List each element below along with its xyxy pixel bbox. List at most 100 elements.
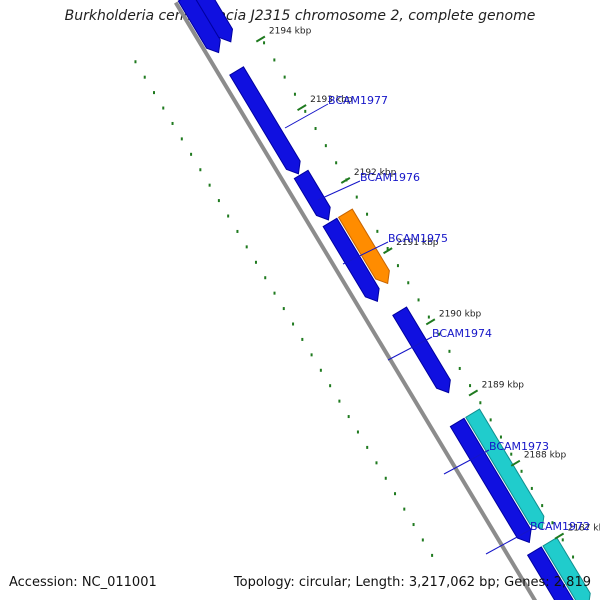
- inner-dot: [338, 399, 341, 403]
- outer-dot: [324, 144, 327, 148]
- kbp-tick: [468, 389, 479, 397]
- gene-label: BCAM1974: [432, 327, 492, 340]
- inner-dot: [199, 168, 202, 172]
- inner-dot: [153, 91, 155, 95]
- kbp-tick: [297, 104, 307, 112]
- gene-arrow: [177, 0, 221, 54]
- inner-dot: [190, 152, 193, 156]
- gene-arrow: [392, 306, 451, 394]
- gene-leader-line: [387, 336, 433, 361]
- outer-dot: [366, 212, 369, 216]
- inner-dot: [245, 245, 248, 249]
- outer-dot: [263, 41, 266, 45]
- genome-summary: Topology: circular; Length: 3,217,062 bp…: [233, 575, 591, 590]
- inner-dot: [329, 384, 332, 388]
- gene-arrow: [195, 0, 234, 43]
- outer-tick-dots: [263, 41, 575, 559]
- kbp-tick: [383, 247, 393, 255]
- gene-arrow: [465, 408, 545, 530]
- outer-dot: [510, 452, 513, 456]
- outer-dot: [407, 281, 410, 285]
- kbp-tick-label: 2194 kbp: [269, 26, 312, 36]
- gene-leader-line: [485, 529, 531, 555]
- inner-dot: [254, 260, 257, 264]
- inner-dot: [421, 538, 424, 542]
- outer-dot: [417, 298, 420, 302]
- outer-dot: [314, 127, 317, 131]
- outer-dot: [427, 315, 430, 319]
- outer-dot: [273, 58, 276, 62]
- inner-dot: [134, 60, 137, 64]
- gene-leader-line: [443, 449, 490, 475]
- kbp-tick: [554, 532, 565, 540]
- inner-dot: [301, 337, 304, 341]
- outer-dot: [448, 349, 451, 353]
- inner-tick-dots: [134, 60, 434, 557]
- inner-dot: [319, 368, 322, 372]
- kbp-tick: [510, 459, 521, 467]
- outer-dot: [283, 75, 286, 79]
- inner-dot: [366, 445, 369, 449]
- outer-dot: [438, 332, 441, 336]
- outer-dot: [335, 161, 338, 165]
- outer-dot: [386, 246, 389, 250]
- inner-dot: [236, 229, 239, 233]
- backbone-track: [174, 1, 538, 600]
- inner-dot: [143, 75, 146, 79]
- outer-dot: [355, 195, 358, 199]
- kbp-tick: [340, 177, 351, 184]
- kbp-tick-label: 2189 kbp: [482, 380, 525, 390]
- kbp-tick-label: 2190 kbp: [439, 309, 482, 319]
- kbp-tick-label: 2188 kbp: [524, 451, 567, 461]
- kbp-tick-label: 2191 kbp: [396, 238, 439, 248]
- outer-dot: [293, 92, 296, 96]
- gene-arrow: [229, 66, 301, 175]
- outer-dot: [396, 264, 399, 268]
- gene-label: BCAM1973: [489, 440, 549, 453]
- gene-label: BCAM1976: [360, 171, 420, 184]
- inner-dot: [412, 523, 415, 527]
- inner-dot: [208, 183, 211, 187]
- outer-dot: [479, 401, 482, 405]
- kbp-tick: [255, 35, 266, 43]
- inner-dot: [264, 276, 267, 280]
- inner-dot: [171, 121, 174, 125]
- inner-dot: [282, 307, 285, 311]
- outer-dot: [530, 486, 533, 490]
- inner-dot: [162, 106, 165, 110]
- backbone-line: [174, 1, 538, 600]
- inner-dot: [310, 353, 313, 357]
- gene-labels: BCAM1977 BCAM1976 BCAM1975 BCAM1974 BCAM1973…: [284, 94, 590, 555]
- inner-dot: [403, 507, 406, 511]
- gene-leader-line: [317, 180, 361, 201]
- gene-leader-line: [342, 241, 389, 265]
- outer-dot: [469, 384, 472, 388]
- outer-dot: [499, 435, 502, 439]
- inner-dot: [180, 137, 183, 141]
- kbp-tick-label: 2192 kbp: [354, 168, 397, 178]
- gene-label: BCAM1975: [388, 232, 448, 245]
- highlighted-gene-arrow: [337, 208, 390, 285]
- outer-dot: [541, 504, 544, 508]
- accession-label: Accession: NC_011001: [9, 575, 157, 590]
- inner-dot: [356, 430, 359, 434]
- outer-dot: [304, 109, 307, 113]
- inner-dot: [347, 415, 350, 419]
- outer-dot: [376, 229, 379, 233]
- kbp-ticks: 2194 kbp 2193 kbp 2192 kbp 2191 kbp 2190 kbp…: [255, 26, 600, 540]
- inner-dot: [431, 553, 434, 557]
- kbp-tick-label: 2193 kbp: [310, 95, 353, 105]
- inner-dot: [292, 322, 295, 326]
- gene-label: BCAM1972: [530, 520, 590, 533]
- outer-dot: [561, 538, 564, 542]
- inner-dot: [273, 291, 276, 295]
- kbp-tick-label: 2187 kbp: [568, 524, 600, 534]
- outer-dot: [572, 555, 575, 559]
- gene-arrow: [449, 417, 532, 544]
- outer-dot: [520, 469, 523, 473]
- inner-dot: [227, 214, 230, 218]
- outer-dot: [489, 418, 492, 422]
- inner-dot: [384, 476, 387, 480]
- outer-dot: [458, 366, 461, 370]
